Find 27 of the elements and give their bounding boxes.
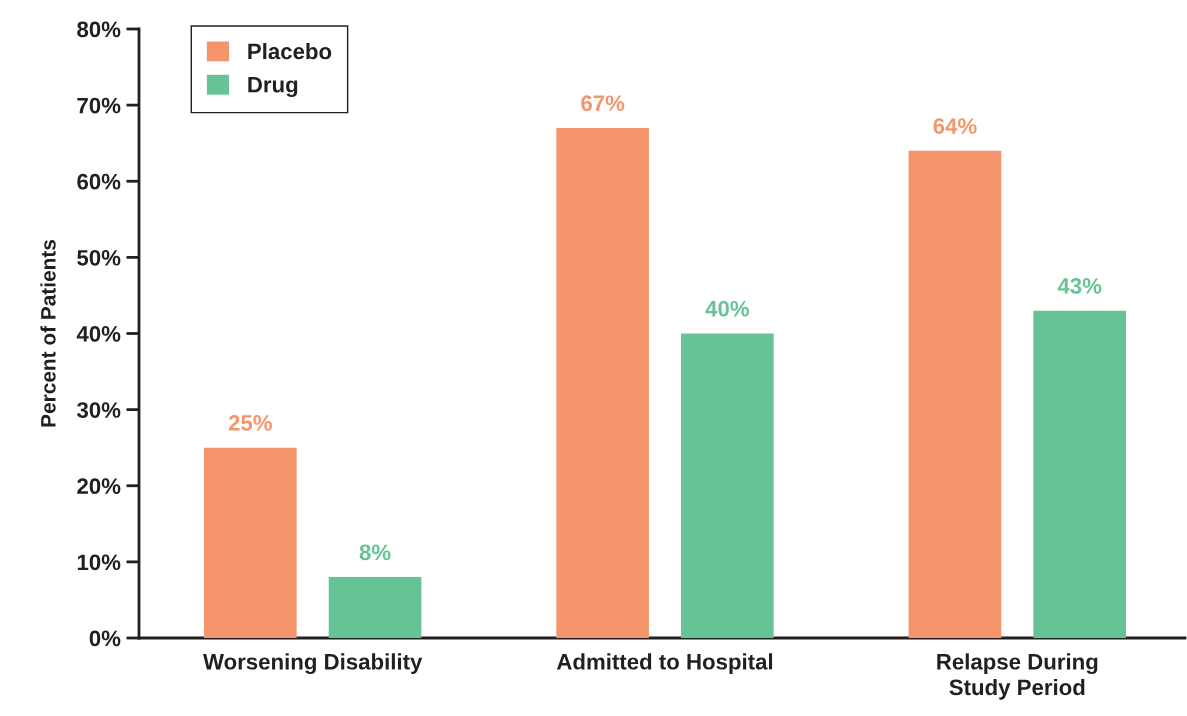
- y-tick-label: 50%: [77, 249, 121, 266]
- y-tick-label: 0%: [89, 630, 121, 647]
- y-tick-label: 20%: [77, 478, 121, 495]
- y-tick-label: 30%: [76, 402, 121, 418]
- x-tick-label: Worsening Disability: [203, 653, 423, 675]
- y-tick-label: 80%: [77, 21, 121, 38]
- data-label: 43%: [1057, 278, 1102, 294]
- data-label: 67%: [581, 95, 625, 112]
- y-tick-label: 40%: [76, 326, 121, 342]
- data-label: 40%: [705, 300, 750, 317]
- bar: [908, 150, 1002, 638]
- legend-label: Placebo: [248, 42, 332, 60]
- bar: [556, 127, 649, 638]
- data-label: 8%: [359, 544, 391, 561]
- y-tick-label: 10%: [77, 554, 121, 571]
- y-tick-label: 70%: [77, 97, 121, 114]
- bar: [1033, 310, 1126, 638]
- y-tick-label: 60%: [77, 173, 121, 190]
- y-axis-title: Percent of Patients: [40, 239, 56, 427]
- bar: [204, 447, 297, 638]
- data-label: 64%: [933, 118, 977, 134]
- bar: [328, 577, 422, 638]
- x-tick-label: Admitted to Hospital: [556, 653, 773, 674]
- x-tick-label: Relapse During Study Period: [937, 653, 1098, 700]
- bar: [681, 333, 774, 638]
- data-label: 25%: [228, 415, 272, 431]
- legend-label: Drug: [248, 77, 298, 98]
